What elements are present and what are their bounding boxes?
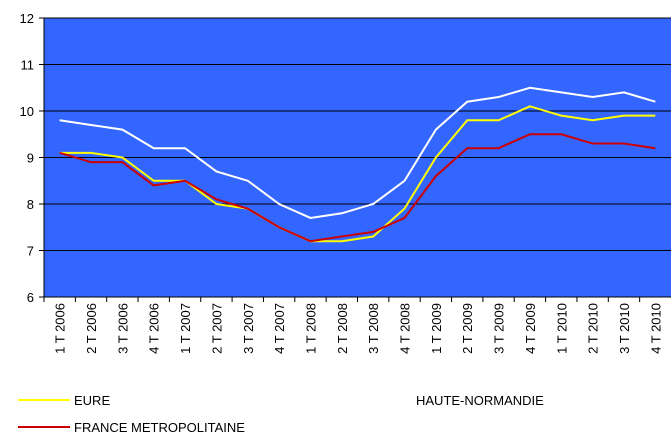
legend-label: HAUTE-NORMANDIE bbox=[416, 393, 544, 408]
x-tick-label: 2 T 2009 bbox=[460, 303, 475, 354]
legend-label: FRANCE METROPOLITAINE bbox=[74, 420, 245, 434]
x-tick-label: 4 T 2010 bbox=[648, 303, 663, 354]
series-line bbox=[59, 86, 656, 219]
x-tick-label: 2 T 2010 bbox=[586, 303, 601, 354]
series-line bbox=[59, 105, 656, 243]
x-tick-label: 2 T 2008 bbox=[335, 303, 350, 354]
x-tick-label: 2 T 2006 bbox=[84, 303, 99, 354]
x-tick-label: 4 T 2007 bbox=[272, 303, 287, 354]
x-tick-label: 2 T 2007 bbox=[209, 303, 224, 354]
x-tick-label: 4 T 2008 bbox=[398, 303, 413, 354]
x-tick-label: 3 T 2007 bbox=[241, 303, 256, 354]
x-tick-label: 1 T 2007 bbox=[178, 303, 193, 354]
x-tick-label: 1 T 2006 bbox=[53, 303, 68, 354]
x-tick-label: 1 T 2008 bbox=[303, 303, 318, 354]
x-tick-label: 3 T 2006 bbox=[115, 303, 130, 354]
x-tick-label: 1 T 2009 bbox=[429, 303, 444, 354]
y-tick-label: 11 bbox=[21, 58, 35, 73]
x-tick-label: 3 T 2009 bbox=[492, 303, 507, 354]
y-tick-label: 7 bbox=[27, 244, 34, 259]
x-tick-label: 3 T 2010 bbox=[617, 303, 632, 354]
y-tick-label: 6 bbox=[27, 290, 34, 305]
x-tick-label: 1 T 2010 bbox=[554, 303, 569, 354]
x-tick-label: 3 T 2008 bbox=[366, 303, 381, 354]
legend-label: EURE bbox=[74, 393, 110, 408]
y-tick-label: 9 bbox=[27, 151, 34, 166]
x-tick-label: 4 T 2006 bbox=[147, 303, 162, 354]
series-line bbox=[59, 133, 656, 243]
y-tick-label: 8 bbox=[27, 197, 34, 212]
x-tick-label: 4 T 2009 bbox=[523, 303, 538, 354]
y-tick-label: 10 bbox=[20, 104, 34, 119]
y-tick-label: 12 bbox=[20, 11, 34, 26]
